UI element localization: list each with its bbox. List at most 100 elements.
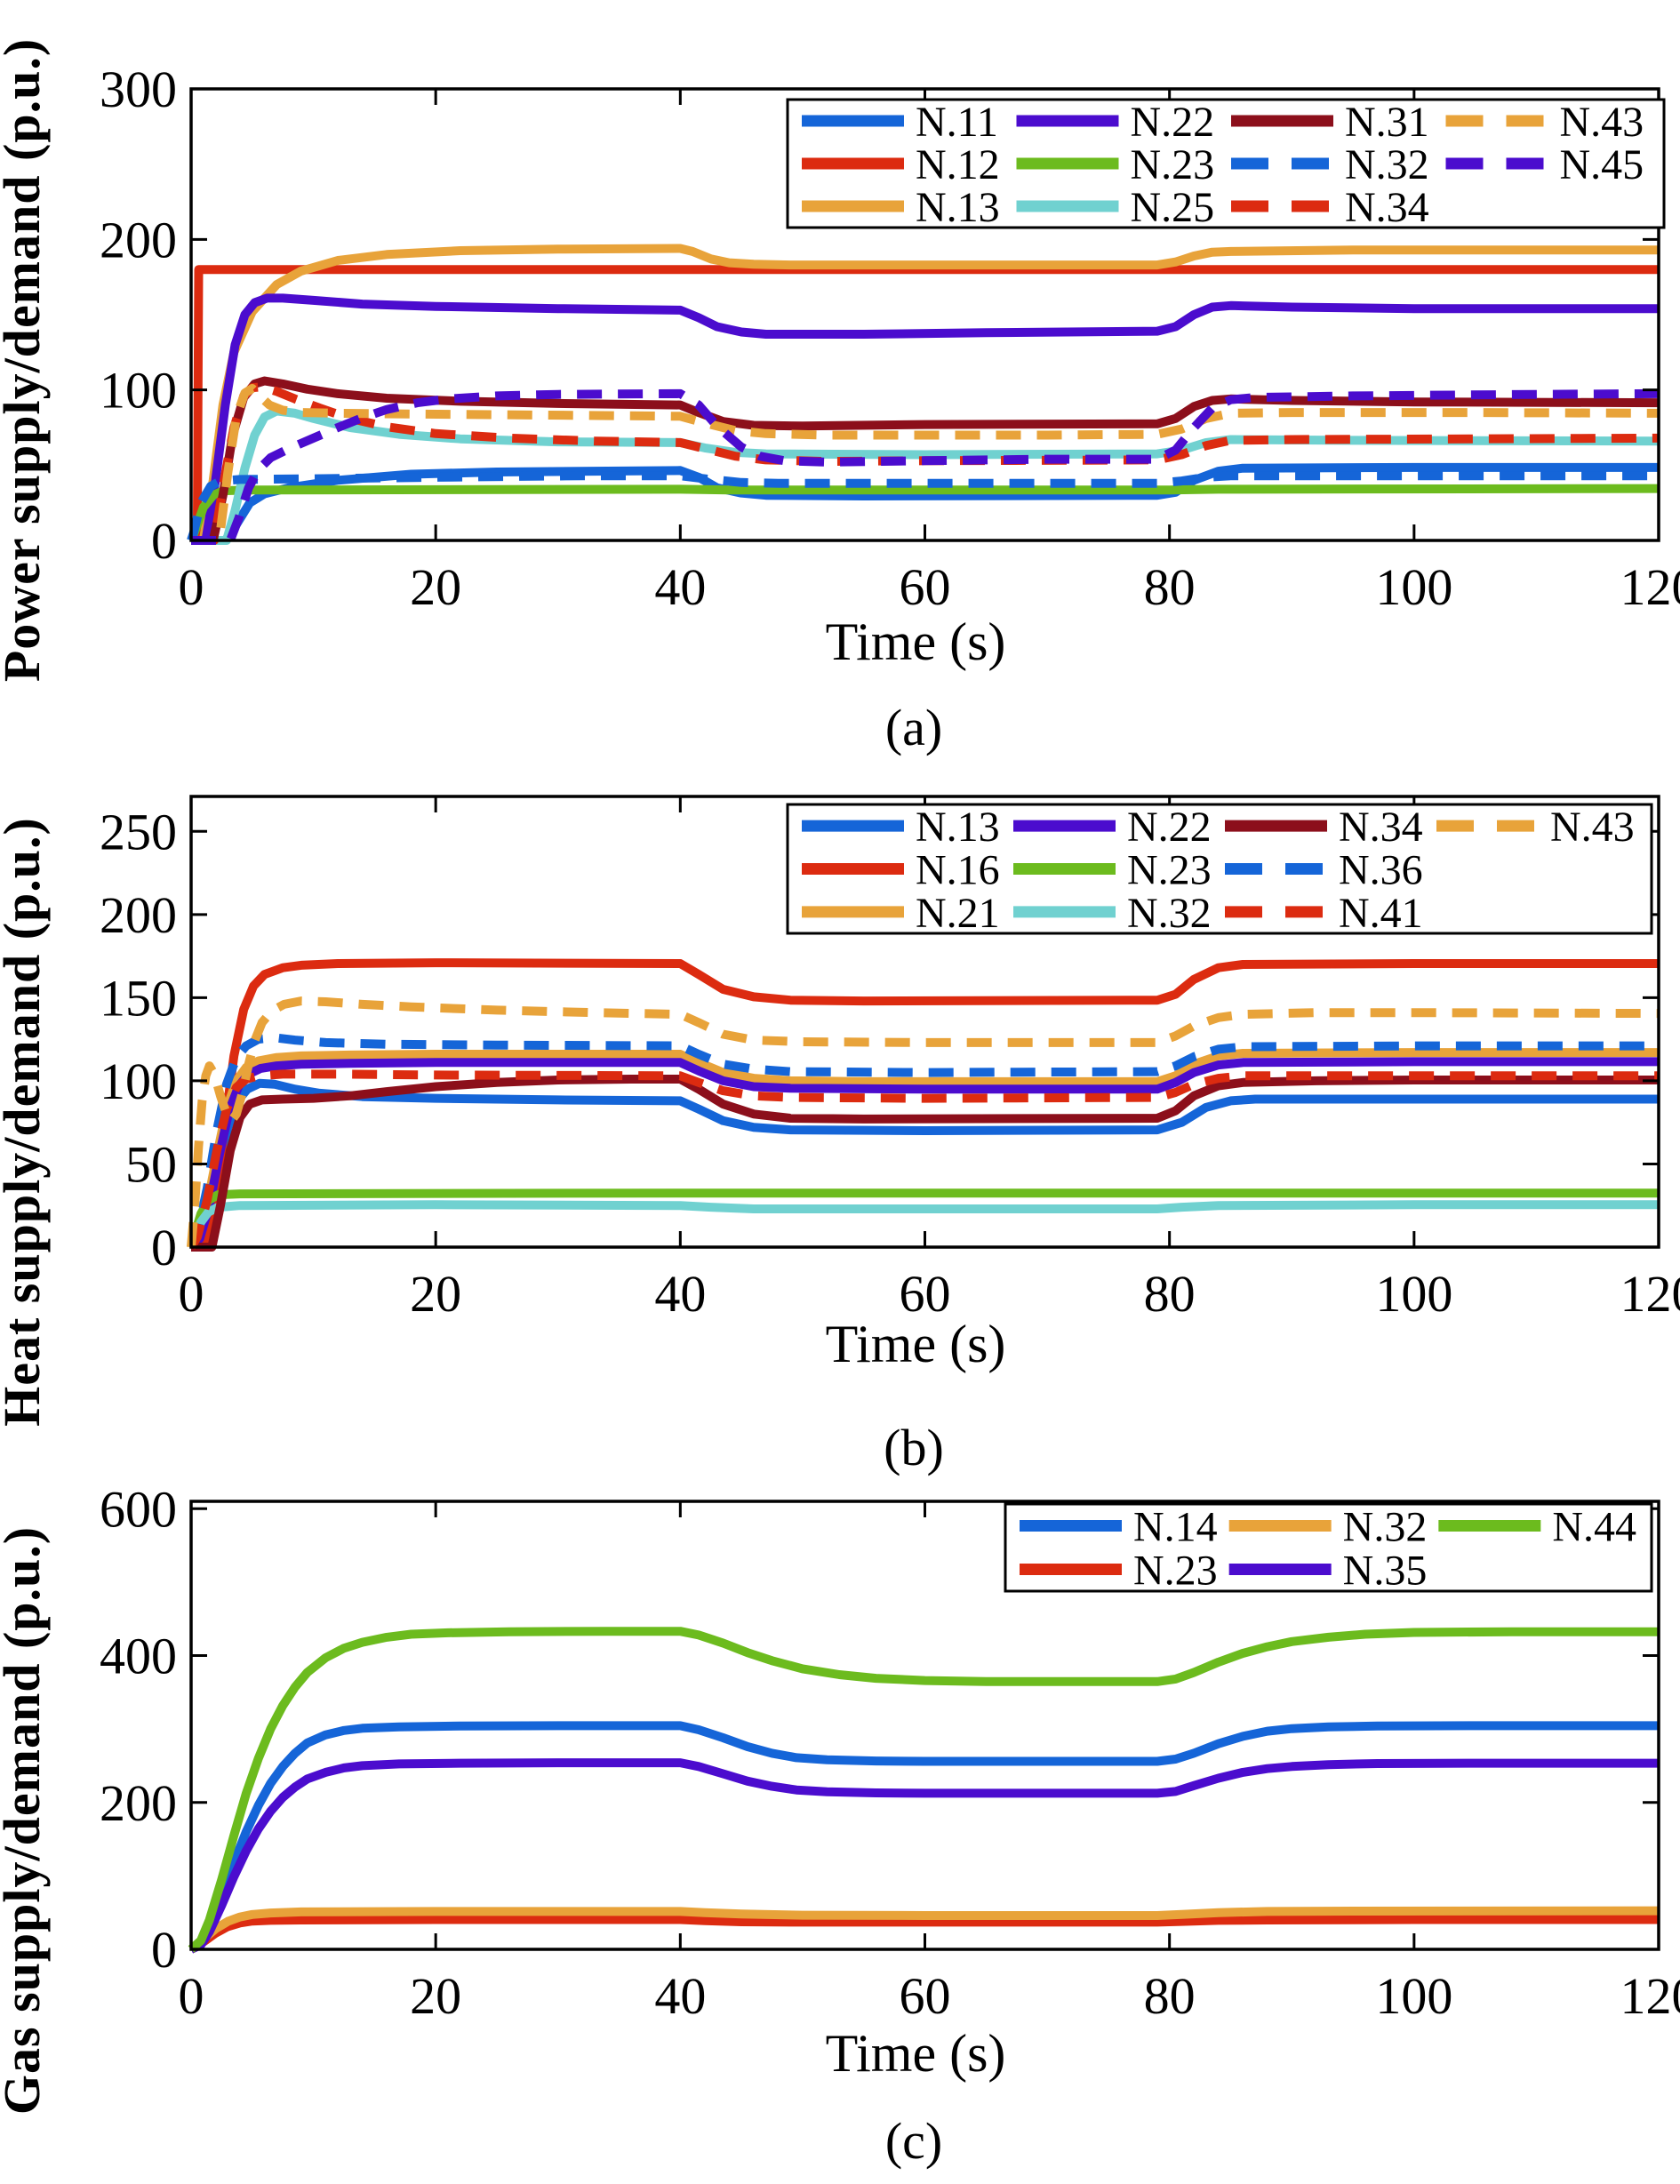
legend-b: N.13N.16N.21 N.22N.23N.32 N.34N.36N.41 N.43: [786, 803, 1653, 937]
y-axis-label-b: Heat supply/demand (p.u.): [0, 817, 51, 1427]
legend-item-N.16: N.16: [802, 847, 1000, 894]
x-tick-label: 60: [900, 558, 951, 616]
legend-item-N.31: N.31: [1231, 99, 1429, 146]
series-line-N.43: [187, 996, 1660, 1248]
y-tick-label: 200: [100, 1774, 177, 1832]
legend-item-N.32: N.32: [1228, 1504, 1428, 1551]
legend-label-N.22: N.22: [1127, 804, 1212, 851]
series-group-a: [187, 244, 1660, 545]
legend-item-N.22: N.22: [1016, 99, 1215, 146]
y-tick-label: 100: [100, 362, 177, 420]
legend-c: N.14N.23 N.32N.35 N.44: [1004, 1502, 1653, 1595]
y-tick-label: 0: [151, 1921, 177, 1979]
legend-label-N.23: N.23: [1133, 1548, 1218, 1595]
legend-label-N.16: N.16: [916, 847, 1000, 894]
legend-label-N.41: N.41: [1339, 890, 1423, 937]
x-tick-label: 100: [1375, 1265, 1452, 1323]
legend-item-N.36: N.36: [1225, 847, 1423, 894]
y-axis-label-a: Power supply/demand (p.u.): [0, 38, 51, 682]
x-tick-label: 80: [1144, 1265, 1196, 1323]
series-line-N.32: [187, 471, 1659, 542]
y-axis-label-c: Gas supply/demand (p.u.): [0, 1526, 51, 2115]
legend-label-N.31: N.31: [1345, 99, 1429, 146]
series-line-N.36: [187, 1033, 1659, 1250]
y-tick-label: 0: [151, 1219, 177, 1276]
legend-box: [1004, 1502, 1653, 1593]
legend-label-N.14: N.14: [1133, 1504, 1218, 1551]
legend-item-N.23: N.23: [1020, 1548, 1218, 1595]
legend-label-N.43: N.43: [1560, 99, 1644, 146]
legend-label-N.32: N.32: [1343, 1504, 1428, 1551]
legend-label-N.22: N.22: [1131, 99, 1215, 146]
legend-item-N.45: N.45: [1445, 141, 1644, 188]
legend-label-N.36: N.36: [1339, 847, 1423, 894]
x-axis-label-a: Time (s): [826, 612, 1006, 671]
x-tick-label: 20: [410, 1265, 461, 1323]
y-tick-label: 300: [100, 60, 177, 118]
series-group-c: [188, 1627, 1660, 1954]
legend-item-N.25: N.25: [1016, 184, 1215, 231]
y-tick-label: 200: [100, 211, 177, 268]
x-tick-label: 100: [1375, 1967, 1452, 2025]
legend-label-N.21: N.21: [916, 890, 1000, 937]
legend-item-N.34: N.34: [1231, 184, 1429, 231]
legend-item-N.32: N.32: [1231, 141, 1429, 188]
y-tick-label: 600: [100, 1480, 177, 1538]
series-line-N.32: [187, 1200, 1659, 1249]
legend-item-N.14: N.14: [1020, 1504, 1218, 1551]
series-line-N.14: [188, 1721, 1659, 1954]
legend-a: N.11N.12N.13 N.22N.23N.25 N.31N.32N.34 N.43…: [786, 98, 1666, 231]
x-tick-label: 20: [410, 1967, 461, 2025]
legend-label-N.12: N.12: [916, 141, 1000, 188]
series-line-N.22: [191, 293, 1659, 545]
legend-item-N.11: N.11: [802, 99, 998, 146]
legend-item-N.13: N.13: [802, 804, 1000, 851]
x-tick-label: 40: [654, 1967, 706, 2025]
x-tick-label: 0: [179, 1265, 204, 1323]
y-tick-label: 200: [100, 886, 177, 944]
legend-label-N.35: N.35: [1343, 1548, 1428, 1595]
caption-a: (a): [885, 699, 942, 756]
legend-item-N.34: N.34: [1225, 804, 1423, 851]
y-tick-label: 400: [100, 1628, 177, 1685]
legend-label-N.43: N.43: [1550, 804, 1635, 851]
series-line-N.34: [191, 1075, 1659, 1252]
legend-item-N.41: N.41: [1225, 890, 1423, 937]
y-tick-label: 150: [100, 969, 177, 1027]
y-tick-label: 50: [125, 1135, 177, 1193]
legend-label-N.32: N.32: [1127, 890, 1212, 937]
x-tick-label: 60: [900, 1265, 951, 1323]
x-tick-label: 40: [654, 1265, 706, 1323]
series-line-N.44: [188, 1627, 1659, 1953]
legend-item-N.43: N.43: [1436, 804, 1635, 851]
x-tick-label: 120: [1620, 1265, 1680, 1323]
series-line-N.32: [188, 1906, 1660, 1954]
y-tick-label: 100: [100, 1052, 177, 1110]
series-line-N.35: [188, 1758, 1659, 1954]
panel-b: Heat supply/demand (p.u.) Time (s) (b) 0 20 4…: [0, 795, 1680, 1476]
panel-c: Gas supply/demand (p.u.) Time (s) (c) 0 20 40…: [0, 1480, 1680, 2170]
legend-item-N.35: N.35: [1228, 1548, 1428, 1595]
legend-label-N.13: N.13: [916, 804, 1000, 851]
legend-label-N.45: N.45: [1560, 141, 1644, 188]
series-line-N.45: [191, 388, 1660, 545]
panel-a: Power supply/demand (p.u.) Time (s) (a) 0 20…: [0, 38, 1680, 756]
x-tick-label: 40: [654, 558, 706, 616]
series-line-N.11: [191, 462, 1659, 545]
caption-c: (c): [885, 2112, 942, 2170]
legend-label-N.25: N.25: [1131, 184, 1215, 231]
series-line-N.13: [188, 1078, 1659, 1252]
legend-item-N.13: N.13: [802, 184, 1000, 231]
x-tick-label: 120: [1620, 1967, 1680, 2025]
legend-label-N.23: N.23: [1127, 847, 1212, 894]
legend-item-N.22: N.22: [1013, 804, 1212, 851]
legend-item-N.12: N.12: [802, 141, 1000, 188]
y-tick-label: 250: [100, 803, 177, 860]
x-tick-label: 60: [900, 1967, 951, 2025]
series-line-N.41: [187, 1069, 1659, 1250]
legend-item-N.21: N.21: [802, 890, 1000, 937]
legend-item-N.23: N.23: [1013, 847, 1212, 894]
caption-b: (b): [884, 1419, 944, 1476]
